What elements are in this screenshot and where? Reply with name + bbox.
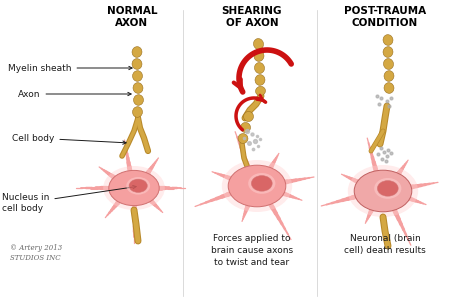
Text: Forces applied to
brain cause axons
to twist and tear: Forces applied to brain cause axons to t…: [211, 234, 293, 267]
Ellipse shape: [126, 177, 150, 195]
Text: POST-TRAUMA
CONDITION: POST-TRAUMA CONDITION: [344, 6, 426, 28]
Ellipse shape: [255, 75, 265, 85]
Ellipse shape: [248, 173, 275, 194]
Ellipse shape: [354, 170, 412, 212]
Text: Myelin sheath: Myelin sheath: [8, 64, 132, 73]
Text: Nucleus in
cell body: Nucleus in cell body: [2, 185, 136, 213]
Text: Cell body: Cell body: [12, 133, 126, 144]
Ellipse shape: [244, 111, 254, 121]
Ellipse shape: [251, 176, 272, 191]
Ellipse shape: [383, 47, 393, 57]
Ellipse shape: [384, 83, 394, 93]
Ellipse shape: [132, 47, 142, 57]
Ellipse shape: [255, 63, 264, 73]
Ellipse shape: [377, 181, 398, 196]
Ellipse shape: [383, 58, 393, 69]
Ellipse shape: [384, 71, 394, 81]
Ellipse shape: [103, 166, 165, 210]
Ellipse shape: [133, 71, 143, 81]
Ellipse shape: [255, 86, 265, 95]
Ellipse shape: [254, 51, 264, 61]
Ellipse shape: [129, 179, 147, 192]
Ellipse shape: [134, 95, 144, 105]
Ellipse shape: [374, 178, 401, 199]
Text: Neuronal (brain
cell) death results: Neuronal (brain cell) death results: [344, 234, 426, 255]
Text: © Artery 2013
STUDIOS INC: © Artery 2013 STUDIOS INC: [10, 244, 62, 263]
Ellipse shape: [133, 83, 143, 93]
Ellipse shape: [238, 134, 248, 144]
Ellipse shape: [109, 170, 159, 206]
Ellipse shape: [132, 59, 142, 69]
Ellipse shape: [240, 122, 250, 132]
Ellipse shape: [254, 39, 264, 49]
Ellipse shape: [228, 165, 286, 207]
Text: Axon: Axon: [18, 89, 131, 99]
Text: NORMAL
AXON: NORMAL AXON: [107, 6, 157, 28]
Ellipse shape: [383, 35, 393, 45]
Text: SHEARING
OF AXON: SHEARING OF AXON: [222, 6, 282, 28]
Ellipse shape: [133, 107, 143, 117]
Ellipse shape: [348, 165, 418, 217]
Ellipse shape: [222, 160, 292, 212]
